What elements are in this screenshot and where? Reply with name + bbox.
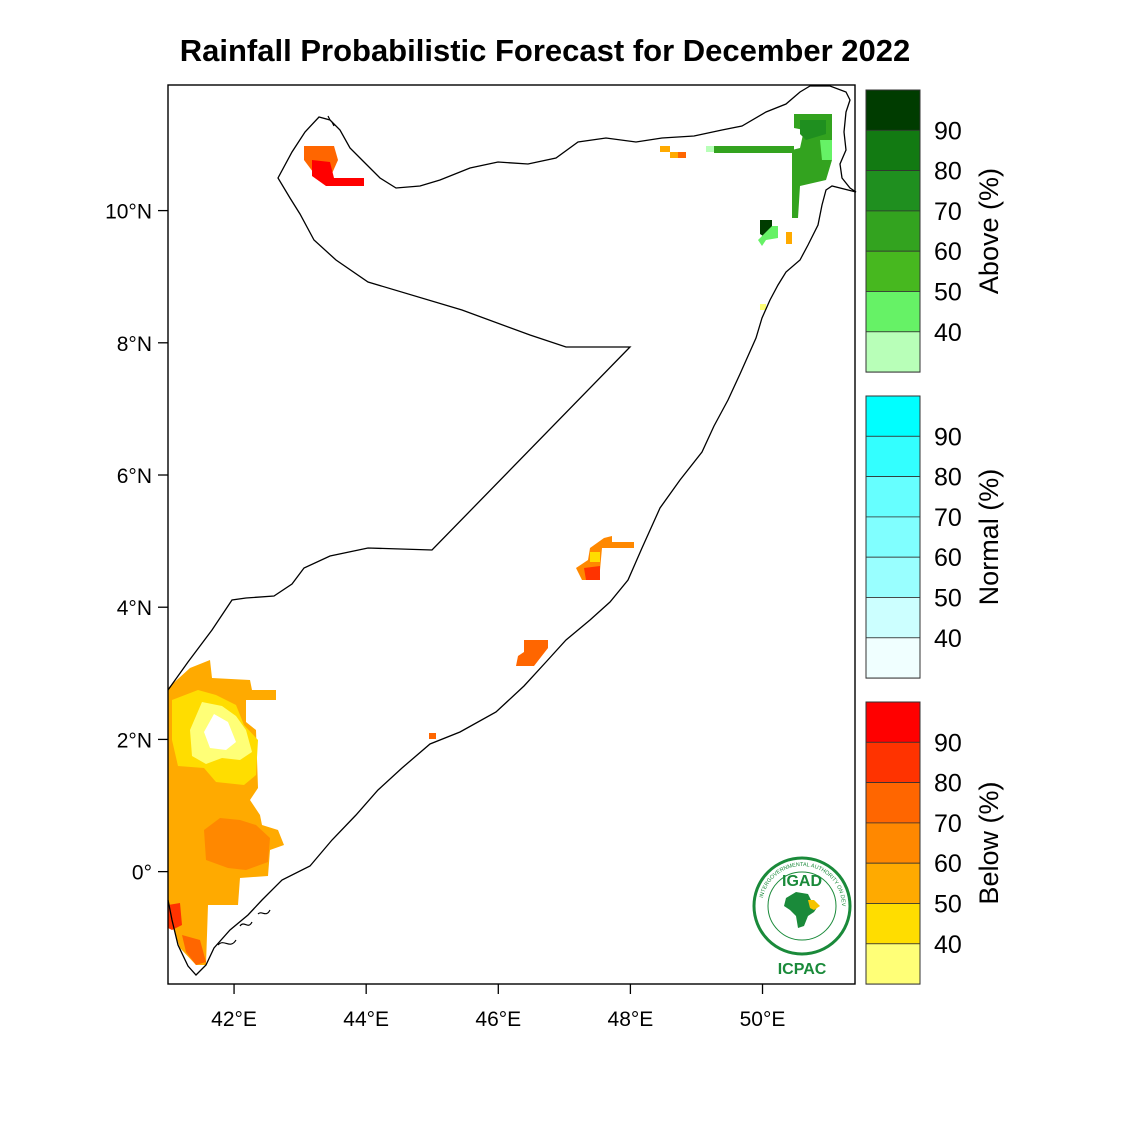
above-strip-light (706, 146, 716, 152)
above-region-northeast-dark (800, 120, 826, 140)
y-tick-label-3: 4°N (117, 597, 152, 620)
colorbar-1-swatch-1 (865, 435, 921, 477)
colorbar-0-swatch-4 (865, 250, 921, 292)
below-patch-ne-4 (786, 232, 792, 244)
colorbar-1-tick-2: 70 (934, 504, 962, 532)
below-region-white-gap (204, 714, 236, 750)
y-tick-label-5: 0° (132, 862, 152, 885)
logo-bottom-text: ICPAC (778, 961, 827, 978)
colorbar-2-tick-4: 50 (934, 891, 962, 919)
colorbar-1-swatch-0 (865, 395, 921, 437)
colorbar-0-tick-2: 70 (934, 198, 962, 226)
above-patch-dark-light (758, 226, 778, 246)
colorbar-0-tick-0: 90 (934, 117, 962, 145)
colorbar-2-tick-0: 90 (934, 729, 962, 757)
colorbar-1-tick-1: 80 (934, 464, 962, 492)
colorbar-2-swatch-6 (865, 943, 921, 985)
chart-title: Rainfall Probabilistic Forecast for Dece… (180, 33, 911, 68)
colorbar-0-swatch-0 (865, 89, 921, 131)
colorbar-0-frame (865, 89, 921, 373)
below-patch-central-1-yellow (590, 552, 600, 562)
colorbar-0-swatch-3 (865, 210, 921, 252)
y-axis: 10°N 8°N 6°N 4°N 2°N 0° (105, 201, 168, 885)
colorbar-1-swatch-4 (865, 556, 921, 598)
colorbar-1-tick-0: 90 (934, 423, 962, 451)
below-patch-central-2 (516, 640, 548, 666)
colorbar-2-tick-5: 40 (934, 931, 962, 959)
colorbar-0-swatch-5 (865, 291, 921, 333)
y-tick-label-1: 8°N (117, 333, 152, 356)
colorbar-2-swatch-0 (865, 701, 921, 743)
colorbar-2-tick-3: 60 (934, 850, 962, 878)
colorbar-2-swatch-1 (865, 741, 921, 783)
colorbar-0-tick-5: 40 (934, 319, 962, 347)
colorbar-2-swatch-3 (865, 822, 921, 864)
below-patch-central-1 (576, 536, 634, 580)
colorbar-2-frame (865, 701, 921, 985)
x-tick-label-2: 46°E (475, 1008, 521, 1031)
below-region-orange-patch (204, 818, 270, 870)
x-tick-label-3: 48°E (608, 1008, 654, 1031)
x-tick-label-4: 50°E (740, 1008, 786, 1031)
colorbar-1-frame (865, 395, 921, 679)
colorbar-0-tick-4: 50 (934, 279, 962, 307)
colorbar-1-tick-3: 60 (934, 544, 962, 572)
colorbar-1-swatch-3 (865, 516, 921, 558)
colorbar-0-swatch-1 (865, 129, 921, 172)
horn-of-africa-icon (808, 900, 820, 910)
colorbar-legend: 90 80 70 60 50 40 Above (%) 90 80 70 60 50 40 Normal … (865, 89, 1004, 985)
colorbar-2-tick-1: 80 (934, 770, 962, 798)
colorbar-2-swatch-4 (865, 862, 921, 904)
colorbar-1-swatch-5 (865, 597, 921, 639)
below-patch-central-1-red (584, 566, 600, 580)
below-patch-dot (429, 733, 436, 739)
colorbar-2-swatch-2 (865, 782, 921, 824)
above-region-northeast-light (820, 140, 832, 160)
y-tick-label-4: 2°N (117, 729, 152, 752)
x-tick-label-0: 42°E (211, 1008, 257, 1031)
forecast-shading (168, 114, 832, 965)
above-strip (714, 146, 794, 153)
y-tick-label-2: 6°N (117, 465, 152, 488)
colorbar-1-swatch-6 (865, 637, 921, 679)
x-tick-label-1: 44°E (343, 1008, 389, 1031)
x-axis: 42°E 44°E 46°E 48°E 50°E (211, 984, 785, 1031)
colorbar-0-swatch-6 (865, 331, 921, 373)
colorbar-0-title: Above (%) (974, 168, 1004, 294)
igad-icpac-logo: IGAD ICPAC INTERGOVERNMENTAL AUTHORITY O… (752, 856, 852, 978)
below-patch-ne-5 (760, 304, 766, 310)
below-region-northwest-red (312, 160, 364, 186)
colorbar-0-swatch-2 (865, 170, 921, 212)
colorbar-2-title: Below (%) (974, 782, 1004, 905)
colorbar-1-title: Normal (%) (974, 469, 1004, 606)
colorbar-1-tick-5: 40 (934, 625, 962, 653)
colorbar-0-tick-3: 60 (934, 238, 962, 266)
coastal-islands (217, 115, 335, 946)
colorbar-1-tick-4: 50 (934, 585, 962, 613)
colorbar-1-swatch-2 (865, 476, 921, 518)
below-region-south-tip (182, 935, 206, 965)
colorbar-2-swatch-5 (865, 903, 921, 945)
y-tick-label-0: 10°N (105, 201, 152, 224)
below-patch-ne-3 (678, 152, 686, 158)
logo-top-text: IGAD (782, 873, 822, 890)
colorbar-0-tick-1: 80 (934, 158, 962, 186)
colorbar-2-tick-2: 70 (934, 810, 962, 838)
somalia-border (167, 85, 857, 976)
map-frame (167, 84, 856, 985)
below-patch-ne-2 (670, 152, 678, 158)
below-patch-ne-1 (660, 146, 670, 152)
below-region-red-edge (168, 903, 182, 930)
